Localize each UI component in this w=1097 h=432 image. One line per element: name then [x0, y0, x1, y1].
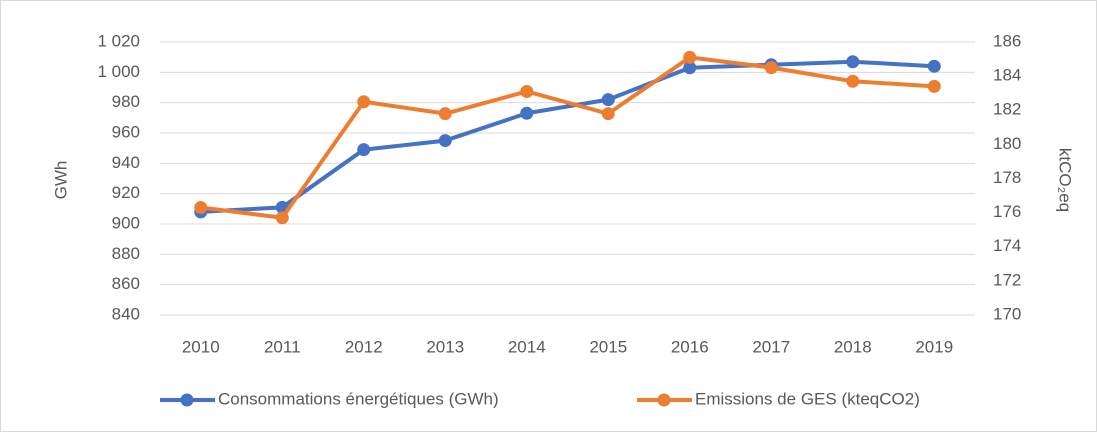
legend-marker: [657, 393, 671, 407]
point: [275, 211, 289, 225]
x-tick-label: 2017: [752, 337, 790, 356]
y-tick-label: 840: [112, 304, 140, 323]
x-tick-label: 2011: [264, 337, 301, 356]
point: [357, 95, 371, 109]
point: [438, 107, 452, 121]
point: [601, 93, 615, 107]
legend-label: Emissions de GES (kteqCO2): [695, 389, 920, 408]
y2-tick-label: 178: [993, 168, 1021, 187]
y2-tick-label: 172: [993, 270, 1021, 289]
y-tick-label: 880: [112, 244, 140, 263]
point: [520, 84, 534, 98]
x-tick-label: 2012: [345, 337, 383, 356]
series-line: [200, 59, 935, 214]
point: [846, 55, 860, 69]
y2-tick-label: 186: [993, 31, 1021, 50]
point: [438, 134, 452, 148]
x-tick-label: 2010: [182, 337, 220, 356]
point: [601, 107, 615, 121]
y2-tick-label: 182: [993, 100, 1021, 119]
point: [927, 79, 941, 93]
y-axis-label: GWh: [51, 161, 70, 200]
x-tick-label: 2014: [508, 337, 546, 356]
y-tick-label: 1 000: [97, 62, 140, 81]
point: [194, 201, 208, 215]
series-line: [200, 55, 935, 220]
point: [683, 50, 697, 64]
x-tick-label: 2015: [589, 337, 627, 356]
point: [846, 74, 860, 88]
y2-tick-label: 176: [993, 202, 1021, 221]
x-tick-label: 2019: [915, 337, 953, 356]
point: [927, 59, 941, 73]
y-tick-label: 860: [112, 274, 140, 293]
y-tick-label: 980: [112, 92, 140, 111]
y-tick-label: 920: [112, 183, 140, 202]
legend-marker: [180, 393, 194, 407]
y-tick-label: 940: [112, 153, 140, 172]
point: [357, 143, 371, 157]
x-tick-label: 2016: [671, 337, 709, 356]
y-tick-label: 900: [112, 213, 140, 232]
y2-tick-label: 174: [993, 236, 1021, 255]
y2-tick-label: 184: [993, 66, 1021, 85]
y2-tick-label: 180: [993, 134, 1021, 153]
point: [683, 61, 697, 75]
y-tick-label: 1 020: [97, 31, 140, 50]
point: [764, 61, 778, 75]
x-tick-label: 2013: [426, 337, 464, 356]
x-tick-label: 2018: [834, 337, 872, 356]
point: [520, 106, 534, 120]
legend-label: Consommations énergétiques (GWh): [218, 389, 499, 408]
y-tick-label: 960: [112, 122, 140, 141]
y2-axis-label: ktCO₂eq: [1056, 148, 1075, 212]
y2-tick-label: 170: [993, 304, 1021, 323]
